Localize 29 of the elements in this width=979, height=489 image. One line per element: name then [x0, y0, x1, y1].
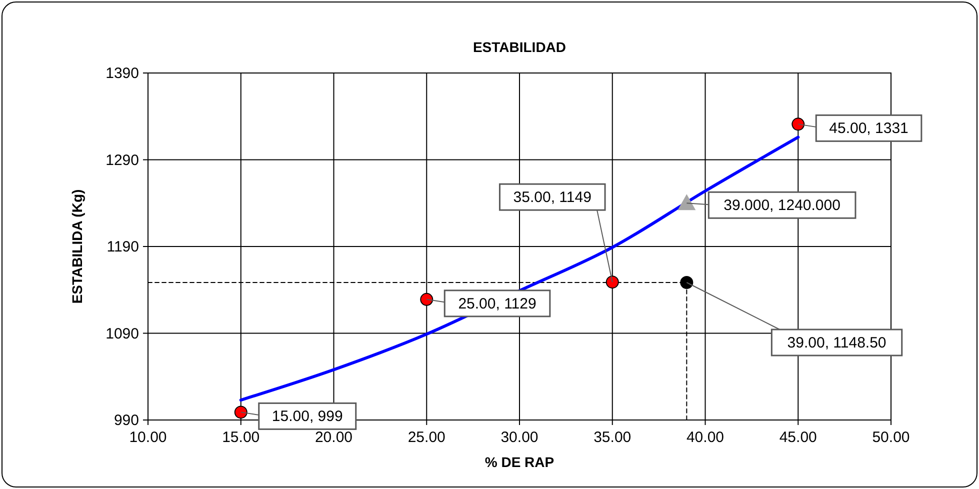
y-tick-label: 990 — [114, 412, 139, 429]
point — [680, 276, 694, 289]
x-tick-label: 20.00 — [314, 429, 353, 446]
x-axis-title: % DE RAP — [484, 454, 554, 470]
data-label: 35.00, 1149 — [513, 189, 592, 206]
point — [678, 194, 696, 210]
x-tick-label: 50.00 — [872, 429, 910, 446]
point — [606, 276, 619, 289]
y-tick-label: 1290 — [106, 152, 139, 169]
y-axis-title: ESTABILIDA (Kg) — [69, 189, 85, 304]
y-tick-label: 1390 — [106, 65, 139, 82]
x-tick-label: 35.00 — [594, 429, 632, 446]
data-label: 39.00, 1148.50 — [787, 334, 886, 352]
x-tick-label: 30.00 — [500, 429, 538, 446]
x-tick-label: 45.00 — [779, 429, 817, 446]
data-label: 39.000, 1240.000 — [724, 197, 840, 214]
y-tick-label: 1190 — [106, 238, 139, 256]
data-label: 45.00, 1331 — [829, 120, 908, 138]
point — [792, 118, 805, 131]
x-tick-label: 15.00 — [222, 429, 260, 446]
point — [234, 406, 248, 419]
x-tick-label: 10.00 — [129, 429, 167, 446]
point — [420, 292, 434, 306]
data-label: 15.00, 999 — [272, 408, 343, 426]
x-tick-label: 40.00 — [686, 429, 724, 446]
data-label: 25.00, 1129 — [458, 295, 536, 312]
x-tick-label: 25.00 — [408, 429, 446, 446]
chart-title: ESTABILIDAD — [472, 39, 566, 55]
y-tick-label: 1090 — [106, 325, 139, 342]
